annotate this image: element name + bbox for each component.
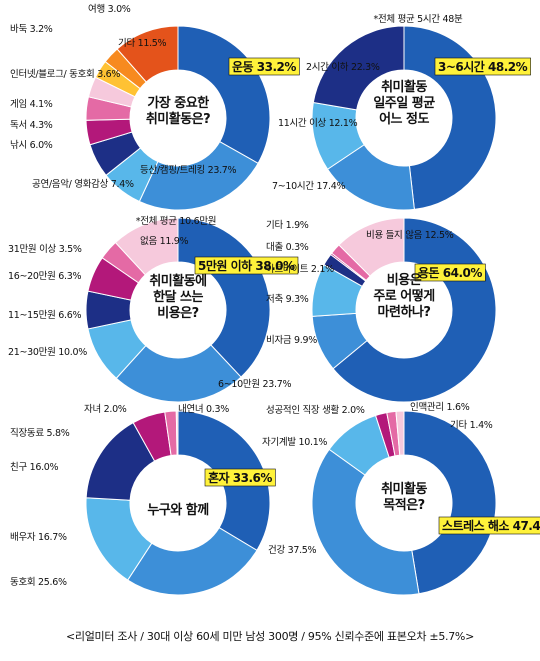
- slice-label: 인터넷/블로그/ 동호회 3.6%: [10, 69, 120, 80]
- slice-label: 기타 1.9%: [266, 220, 309, 231]
- center-title: 가장 중요한: [147, 95, 209, 111]
- donut-chart-4: 용돈 64.0% 비자금 9.9% 저축 9.3% 아르바이트 2.1% 대출 0.3%…: [266, 217, 497, 403]
- slice-label: 기타 11.5%: [118, 38, 167, 49]
- slice-label: 인맥관리 1.6%: [410, 402, 470, 413]
- slice-등산/캠핑/트레킹: [138, 140, 259, 211]
- center-title: 목적은?: [383, 497, 424, 513]
- slice-label: 6~10만원 23.7%: [218, 379, 291, 390]
- center-title: 비용은?: [157, 305, 198, 321]
- highlight-box: [414, 263, 486, 282]
- slice-label-highlight: 혼자 33.6%: [208, 470, 272, 485]
- slice-동호회: [127, 527, 258, 596]
- slice-label: 11시간 이상 12.1%: [278, 118, 358, 129]
- center-title: 어느 정도: [379, 111, 429, 127]
- slice-label: 성공적인 직장 생활 2.0%: [266, 404, 365, 416]
- slice-label: 비용 들지 않음 12.5%: [366, 230, 454, 241]
- slice-label: 공연/음악/ 영화감상 7.4%: [32, 178, 134, 190]
- slice-label: 건강 37.5%: [268, 545, 317, 556]
- center-title: 마련하나?: [378, 304, 431, 320]
- slice-label: 등산/캠핑/트레킹 23.7%: [140, 164, 237, 176]
- center-title: 취미활동: [381, 79, 427, 95]
- slice-label: 바둑 3.2%: [10, 24, 53, 35]
- highlight-box: [438, 516, 540, 535]
- slice-label-highlight: 3~6시간 48.2%: [438, 59, 528, 74]
- center-title: 취미활동에: [149, 273, 206, 289]
- slice-기타: [395, 410, 405, 456]
- highlight-box: [228, 57, 300, 76]
- slice-label: 낚시 6.0%: [10, 140, 53, 151]
- slice-label: 직장동료 5.8%: [10, 428, 70, 439]
- slice-label: 게임 4.1%: [10, 98, 53, 110]
- highlight-box: [204, 468, 276, 487]
- slice-label: 7~10시간 17.4%: [272, 181, 345, 192]
- center-title: 주로 어떻게: [373, 288, 434, 304]
- center-title: 한달 쓰는: [153, 289, 203, 305]
- donut-charts: 운동 33.2% 등산/캠핑/트레킹 23.7% 공연/음악/ 영화감상 7.4% 낚…: [8, 3, 540, 596]
- slice-label-highlight: 스트레스 해소 47.4%: [442, 518, 540, 533]
- slice-label: 저축 9.3%: [266, 294, 309, 305]
- slice-label: 배우자 16.7%: [10, 532, 67, 543]
- highlight-box: [194, 256, 299, 275]
- center-title: 일주일 평균: [373, 95, 435, 111]
- average-note: *전체 평균 5시간 48분: [374, 14, 463, 25]
- center-title: 비용은: [387, 272, 422, 288]
- donut-chart-3: 5만원 이하 38.0% 6~10만원 23.7% 21~30만원 10.0% 11~…: [8, 216, 299, 403]
- slice-label: 친구 16.0%: [10, 462, 59, 473]
- slice-label: 16~20만원 6.3%: [8, 271, 81, 282]
- slice-label: 기타 1.4%: [450, 420, 493, 431]
- slice-label-highlight: 운동 33.2%: [232, 59, 296, 74]
- slice-건강: [311, 448, 420, 596]
- slice-label: 여행 3.0%: [88, 3, 131, 15]
- highlight-box: [434, 57, 531, 76]
- average-note: *전체 평균 10.6만원: [136, 216, 216, 227]
- slice-비용 들지 않음: [338, 217, 405, 277]
- slice-2시간 이하: [312, 25, 405, 111]
- source-footnote: <리얼미터 조사 / 30대 이상 60세 미만 남성 300명 / 95% 신…: [66, 629, 474, 643]
- donut-chart-1: 운동 33.2% 등산/캠핑/트레킹 23.7% 공연/음악/ 영화감상 7.4% 낚…: [10, 3, 300, 211]
- donut-chart-6: 스트레스 해소 47.4% 건강 37.5% 자기계발 10.1% 성공적인 직장 생…: [262, 402, 540, 596]
- slice-label: 비자금 9.9%: [266, 335, 317, 346]
- slice-기타: [116, 25, 179, 83]
- slice-label: 11~15만원 6.6%: [8, 310, 81, 321]
- slice-label: 2시간 이하 22.3%: [306, 61, 380, 73]
- slice-label: 자기계발 10.1%: [262, 436, 327, 448]
- slice-label: 내연녀 0.3%: [178, 404, 229, 415]
- slice-label-highlight: 5만원 이하 38.0%: [198, 258, 295, 273]
- slice-label: 독서 4.3%: [10, 120, 53, 131]
- slice-label: 21~30만원 10.0%: [8, 347, 87, 358]
- slice-label: 31만원 이상 3.5%: [8, 244, 82, 255]
- slice-label: 대출 0.3%: [266, 242, 309, 253]
- slice-label: 아르바이트 2.1%: [266, 264, 334, 275]
- center-title: 취미활동: [381, 481, 427, 497]
- slice-없음: [114, 217, 179, 276]
- donut-chart-5: 혼자 33.6% 동호회 25.6% 배우자 16.7% 친구 16.0% 직장동료 5…: [10, 404, 276, 596]
- donut-chart-2: 3~6시간 48.2% 7~10시간 17.4% 11시간 이상 12.1% 2시간 …: [272, 14, 531, 211]
- center-title: 누구와 함께: [147, 502, 208, 518]
- slice-운동: [177, 25, 271, 165]
- slice-label: 자녀 2.0%: [84, 404, 127, 415]
- slice-label-highlight: 용돈 64.0%: [418, 265, 482, 280]
- slice-6~10만원: [115, 344, 242, 403]
- slice-내연녀: [175, 410, 179, 456]
- center-title: 취미활동은?: [146, 111, 210, 127]
- slice-label: 동호회 25.6%: [10, 577, 67, 588]
- slice-label: 없음 11.9%: [140, 235, 189, 247]
- slice-스트레스 해소: [403, 410, 497, 595]
